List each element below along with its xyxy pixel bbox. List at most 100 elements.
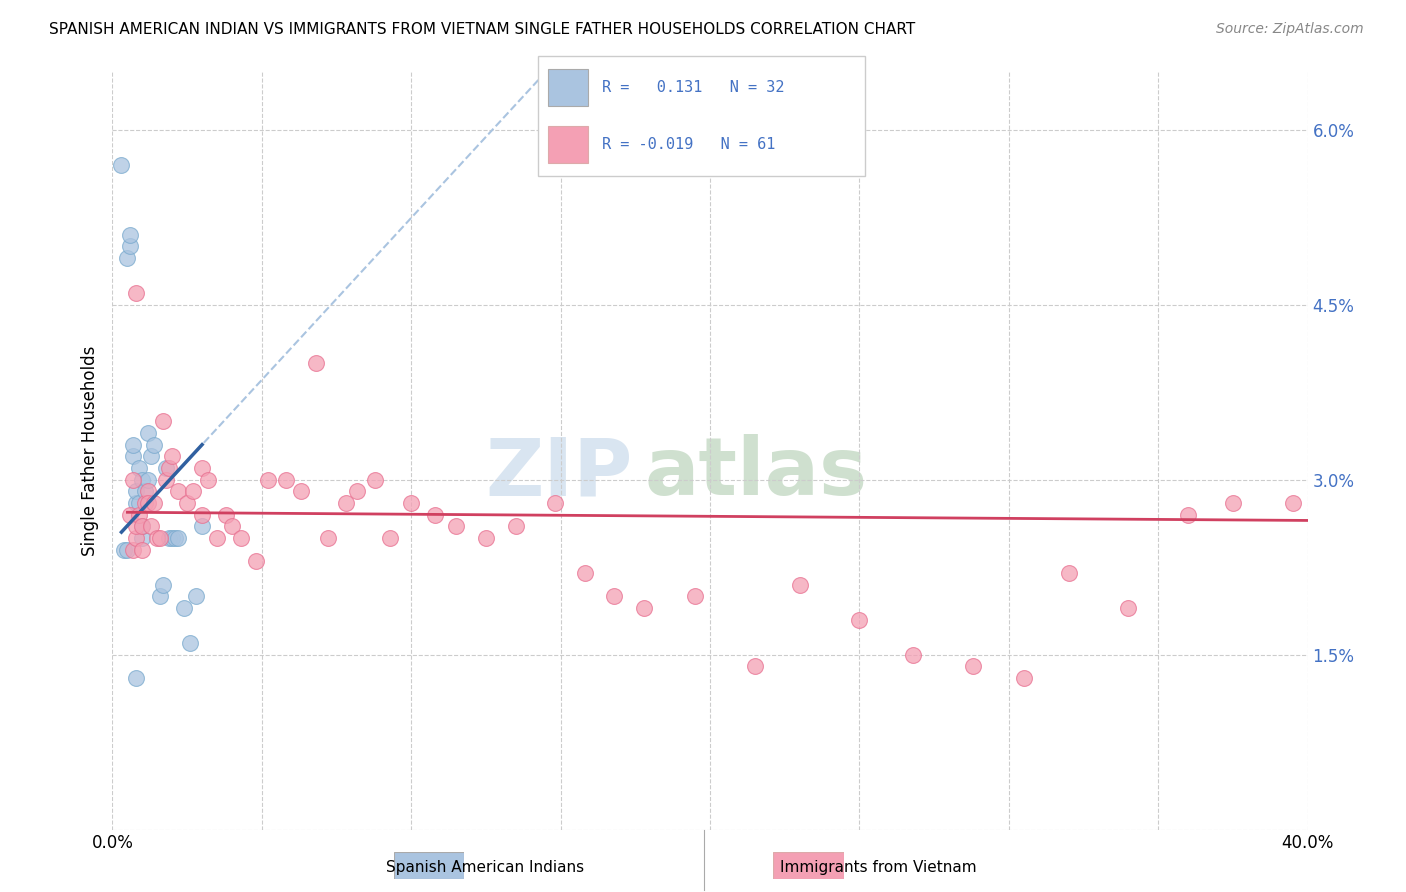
Point: [138, 425, 160, 440]
Point: [149, 531, 172, 545]
Point: [131, 519, 153, 533]
Point: [120, 508, 142, 522]
Point: [346, 484, 368, 499]
Point: [131, 473, 153, 487]
Point: [245, 554, 267, 568]
Point: [138, 496, 160, 510]
Point: [1281, 496, 1303, 510]
Point: [744, 659, 766, 673]
Point: [131, 519, 153, 533]
Point: [117, 542, 139, 557]
Point: [229, 531, 252, 545]
Point: [146, 531, 169, 545]
Text: atlas: atlas: [644, 434, 868, 512]
Point: [274, 473, 297, 487]
Point: [179, 636, 201, 650]
Point: [114, 542, 135, 557]
Text: Immigrants from Vietnam: Immigrants from Vietnam: [780, 860, 977, 874]
Point: [152, 414, 174, 428]
Point: [122, 473, 145, 487]
Point: [141, 519, 163, 533]
Point: [125, 671, 148, 685]
Text: SPANISH AMERICAN INDIAN VS IMMIGRANTS FROM VIETNAM SINGLE FATHER HOUSEHOLDS CORR: SPANISH AMERICAN INDIAN VS IMMIGRANTS FR…: [49, 22, 915, 37]
Text: ZIP: ZIP: [485, 434, 633, 512]
Point: [131, 542, 153, 557]
Point: [176, 496, 198, 510]
Point: [543, 496, 565, 510]
Point: [603, 589, 626, 603]
Point: [128, 461, 150, 475]
Bar: [548, 69, 588, 106]
Text: Spanish American Indians: Spanish American Indians: [387, 860, 583, 874]
Point: [425, 508, 447, 522]
Point: [125, 484, 148, 499]
Point: [120, 239, 142, 253]
Point: [155, 473, 177, 487]
Point: [191, 461, 214, 475]
Point: [475, 531, 498, 545]
Point: [128, 508, 150, 522]
Point: [157, 531, 180, 545]
Point: [962, 659, 984, 673]
Point: [162, 531, 183, 545]
Point: [128, 496, 150, 510]
Point: [149, 589, 172, 603]
Point: [257, 473, 280, 487]
Point: [191, 519, 214, 533]
Text: R = -0.019   N = 61: R = -0.019 N = 61: [602, 137, 775, 153]
Point: [848, 613, 870, 627]
Point: [191, 508, 214, 522]
Text: Source: ZipAtlas.com: Source: ZipAtlas.com: [1216, 22, 1364, 37]
Point: [162, 450, 183, 464]
Point: [1118, 601, 1140, 615]
Point: [1222, 496, 1244, 510]
Point: [157, 461, 180, 475]
Point: [167, 484, 190, 499]
Point: [1057, 566, 1080, 580]
Point: [173, 601, 195, 615]
Point: [122, 450, 145, 464]
Point: [197, 473, 219, 487]
Point: [903, 648, 925, 662]
Point: [205, 531, 228, 545]
Point: [1177, 508, 1199, 522]
Point: [335, 496, 357, 510]
Point: [155, 461, 177, 475]
Point: [138, 473, 160, 487]
Point: [131, 531, 153, 545]
Point: [186, 589, 208, 603]
Point: [633, 601, 655, 615]
Point: [167, 531, 190, 545]
Point: [120, 227, 142, 242]
Point: [505, 519, 527, 533]
Point: [141, 450, 163, 464]
Point: [789, 577, 811, 591]
Point: [122, 542, 145, 557]
Point: [683, 589, 706, 603]
FancyBboxPatch shape: [537, 56, 865, 176]
Point: [138, 484, 160, 499]
Point: [117, 251, 139, 265]
Point: [444, 519, 467, 533]
Point: [290, 484, 312, 499]
Point: [134, 496, 156, 510]
Point: [125, 531, 148, 545]
Point: [574, 566, 596, 580]
Point: [364, 473, 387, 487]
Point: [316, 531, 339, 545]
Point: [134, 484, 156, 499]
Point: [125, 285, 148, 300]
Point: [181, 484, 204, 499]
Point: [305, 356, 328, 370]
Point: [1012, 671, 1035, 685]
Point: [152, 577, 174, 591]
Point: [110, 158, 132, 172]
Point: [143, 496, 166, 510]
Text: R =   0.131   N = 32: R = 0.131 N = 32: [602, 79, 785, 95]
Point: [122, 437, 145, 451]
Bar: [548, 126, 588, 163]
Point: [215, 508, 238, 522]
Point: [125, 519, 148, 533]
Point: [165, 531, 187, 545]
Y-axis label: Single Father Households: Single Father Households: [82, 345, 100, 556]
